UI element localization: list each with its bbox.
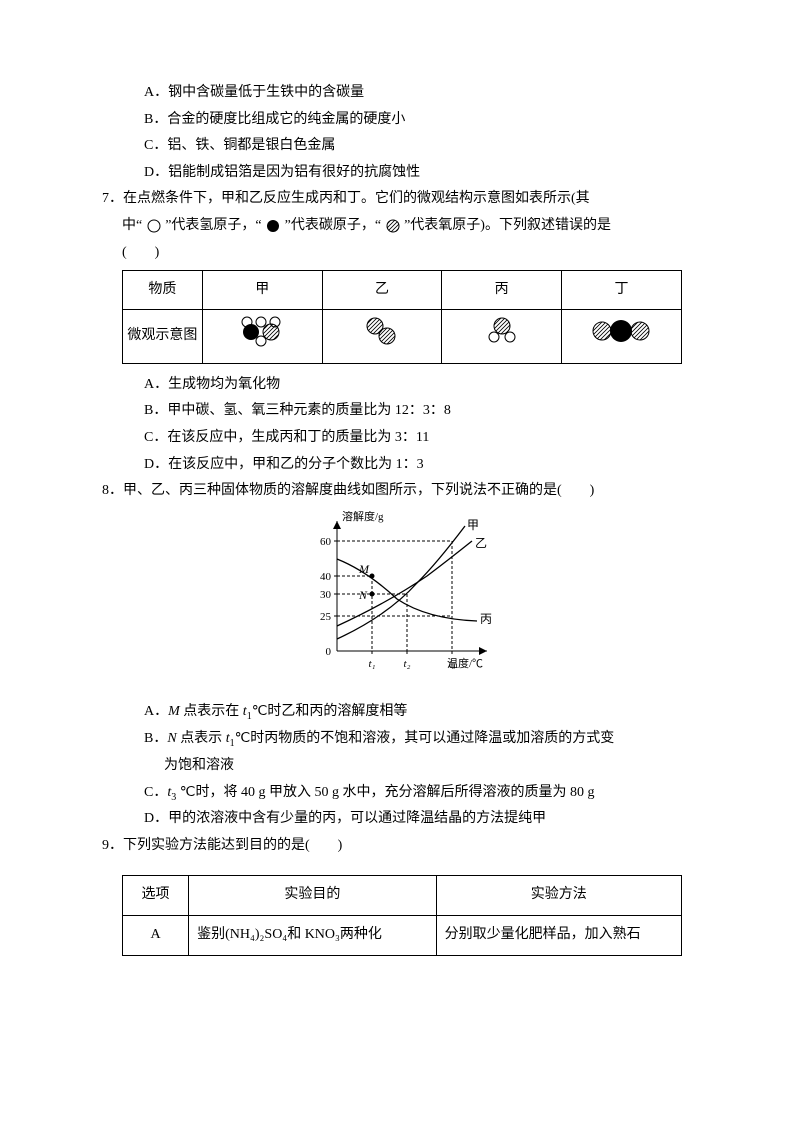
q7-molecule-table: 物质 甲 乙 丙 丁 微观示意图 bbox=[122, 270, 682, 364]
svg-text:丙: 丙 bbox=[480, 612, 492, 626]
q8-c-1: ℃时，将 40 g 甲放入 50 g 水中，充分溶解后所得溶液的质量为 80 g bbox=[176, 785, 594, 800]
q6-option-d: D．铝能制成铝箔是因为铝有很好的抗腐蚀性 bbox=[144, 160, 704, 187]
q6-option-b: B．合金的硬度比组成它的纯金属的硬度小 bbox=[144, 107, 704, 134]
q7-th-bing: 丙 bbox=[442, 271, 562, 310]
carbon-atom-icon bbox=[265, 218, 281, 234]
q7-mol-yi bbox=[322, 310, 442, 364]
q8-number: 8． bbox=[102, 483, 123, 498]
q9-th-method: 实验方法 bbox=[436, 876, 681, 916]
q7-mol-jia bbox=[202, 310, 322, 364]
q7-number: 7． bbox=[102, 191, 123, 206]
q7-option-a: A．生成物均为氧化物 bbox=[144, 372, 704, 399]
q7-intro-1: 在点燃条件下，甲和乙反应生成丙和丁。它们的微观结构示意图如表所示(其 bbox=[123, 191, 590, 206]
q9-number: 9． bbox=[102, 838, 123, 853]
svg-text:t₁: t₁ bbox=[369, 658, 376, 670]
q8-b-pre: B． bbox=[144, 731, 167, 746]
q7-option-d: D．在该反应中，甲和乙的分子个数比为 1：3 bbox=[144, 452, 704, 479]
svg-text:30: 30 bbox=[320, 589, 332, 601]
q8-a-m: M bbox=[168, 704, 180, 719]
svg-text:溶解度/g: 溶解度/g bbox=[342, 511, 384, 523]
q9-th-purpose: 实验目的 bbox=[189, 876, 437, 916]
svg-text:甲: 甲 bbox=[467, 518, 479, 532]
molecule-jia-icon bbox=[227, 314, 297, 348]
q7-mol-ding bbox=[561, 310, 681, 364]
q9-table: 选项 实验目的 实验方法 A 鉴别(NH₄)₂SO₄和 KNO₃两种化 分别取少… bbox=[122, 875, 682, 955]
molecule-ding-icon bbox=[586, 314, 656, 348]
q8-chart-wrap: 60 40 30 25 0 溶解度/g 温度/℃ t₁ t₂ t₃ 甲 bbox=[100, 511, 704, 692]
q8-a-2: ℃时乙和丙的溶解度相等 bbox=[252, 704, 408, 719]
svg-text:40: 40 bbox=[320, 571, 332, 583]
oxygen-atom-icon bbox=[385, 218, 401, 234]
svg-text:t₂: t₂ bbox=[404, 658, 411, 670]
q7-intro-2b: ”代表氢原子，“ bbox=[165, 218, 261, 233]
q8-option-c: C．t3 ℃时，将 40 g 甲放入 50 g 水中，充分溶解后所得溶液的质量为… bbox=[144, 780, 704, 807]
q7-intro-2a: 中“ bbox=[122, 218, 142, 233]
q9-stem-text: 下列实验方法能达到目的的是( ) bbox=[123, 838, 342, 853]
solubility-chart: 60 40 30 25 0 溶解度/g 温度/℃ t₁ t₂ t₃ 甲 bbox=[287, 511, 517, 681]
q9-stem: 9．下列实验方法能达到目的的是( ) bbox=[102, 833, 704, 860]
q8-option-a: A．M 点表示在 t1℃时乙和丙的溶解度相等 bbox=[144, 699, 704, 726]
svg-text:乙: 乙 bbox=[475, 536, 487, 550]
q7-intro-2d: ”代表氧原子)。下列叙述错误的是 bbox=[404, 218, 611, 233]
q7-intro-2c: ”代表碳原子，“ bbox=[285, 218, 381, 233]
q7-th-ding: 丁 bbox=[561, 271, 681, 310]
q7-mol-bing bbox=[442, 310, 562, 364]
q7-th-substance: 物质 bbox=[123, 271, 203, 310]
molecule-bing-icon bbox=[477, 314, 527, 348]
q8-option-b: B．N 点表示 t1℃时丙物质的不饱和溶液，其可以通过降温或加溶质的方式变 bbox=[144, 726, 704, 753]
q8-b-n: N bbox=[167, 731, 176, 746]
q9-row-a-method: 分别取少量化肥样品，加入熟石 bbox=[436, 916, 681, 956]
q7-option-b: B．甲中碳、氢、氧三种元素的质量比为 12：3：8 bbox=[144, 398, 704, 425]
hydrogen-atom-icon bbox=[146, 218, 162, 234]
q7-option-c: C．在该反应中，生成丙和丁的质量比为 3：11 bbox=[144, 425, 704, 452]
q9-th-option: 选项 bbox=[123, 876, 189, 916]
q8-b-1: 点表示 bbox=[177, 731, 226, 746]
q7-th-jia: 甲 bbox=[202, 271, 322, 310]
q7-stem: 7．在点燃条件下，甲和乙反应生成丙和丁。它们的微观结构示意图如表所示(其 bbox=[102, 186, 704, 213]
q8-option-b-cont: 为饱和溶液 bbox=[164, 753, 704, 780]
q8-stem: 8．甲、乙、丙三种固体物质的溶解度曲线如图所示，下列说法不正确的是( ) bbox=[102, 478, 704, 505]
q8-option-d: D．甲的浓溶液中含有少量的丙，可以通过降温结晶的方法提纯甲 bbox=[144, 806, 704, 833]
q6-option-a: A．钢中含碳量低于生铁中的含碳量 bbox=[144, 80, 704, 107]
q7-th-yi: 乙 bbox=[322, 271, 442, 310]
q6-option-c: C．铝、铁、铜都是银白色金属 bbox=[144, 133, 704, 160]
svg-text:25: 25 bbox=[320, 611, 332, 623]
svg-text:t₃: t₃ bbox=[449, 658, 456, 670]
q8-a-1: 点表示在 bbox=[180, 704, 243, 719]
q8-stem-text: 甲、乙、丙三种固体物质的溶解度曲线如图所示，下列说法不正确的是( ) bbox=[123, 483, 594, 498]
q7-intro-line2: 中“ ”代表氢原子，“ ”代表碳原子，“ ”代表氧原子)。下列叙述错误的是 bbox=[122, 213, 704, 240]
q9-row-a-purpose: 鉴别(NH₄)₂SO₄和 KNO₃两种化 bbox=[189, 916, 437, 956]
q8-a-pre: A． bbox=[144, 704, 168, 719]
q7-paren: ( ) bbox=[122, 240, 704, 267]
svg-text:M: M bbox=[358, 562, 370, 576]
svg-text:0: 0 bbox=[326, 646, 332, 658]
q9-row-a-opt: A bbox=[123, 916, 189, 956]
q8-b-2: ℃时丙物质的不饱和溶液，其可以通过降温或加溶质的方式变 bbox=[235, 731, 615, 746]
svg-text:60: 60 bbox=[320, 536, 332, 548]
svg-text:N: N bbox=[358, 588, 368, 602]
q7-row-label: 微观示意图 bbox=[123, 310, 203, 364]
molecule-yi-icon bbox=[357, 314, 407, 348]
q8-c-pre: C． bbox=[144, 785, 167, 800]
